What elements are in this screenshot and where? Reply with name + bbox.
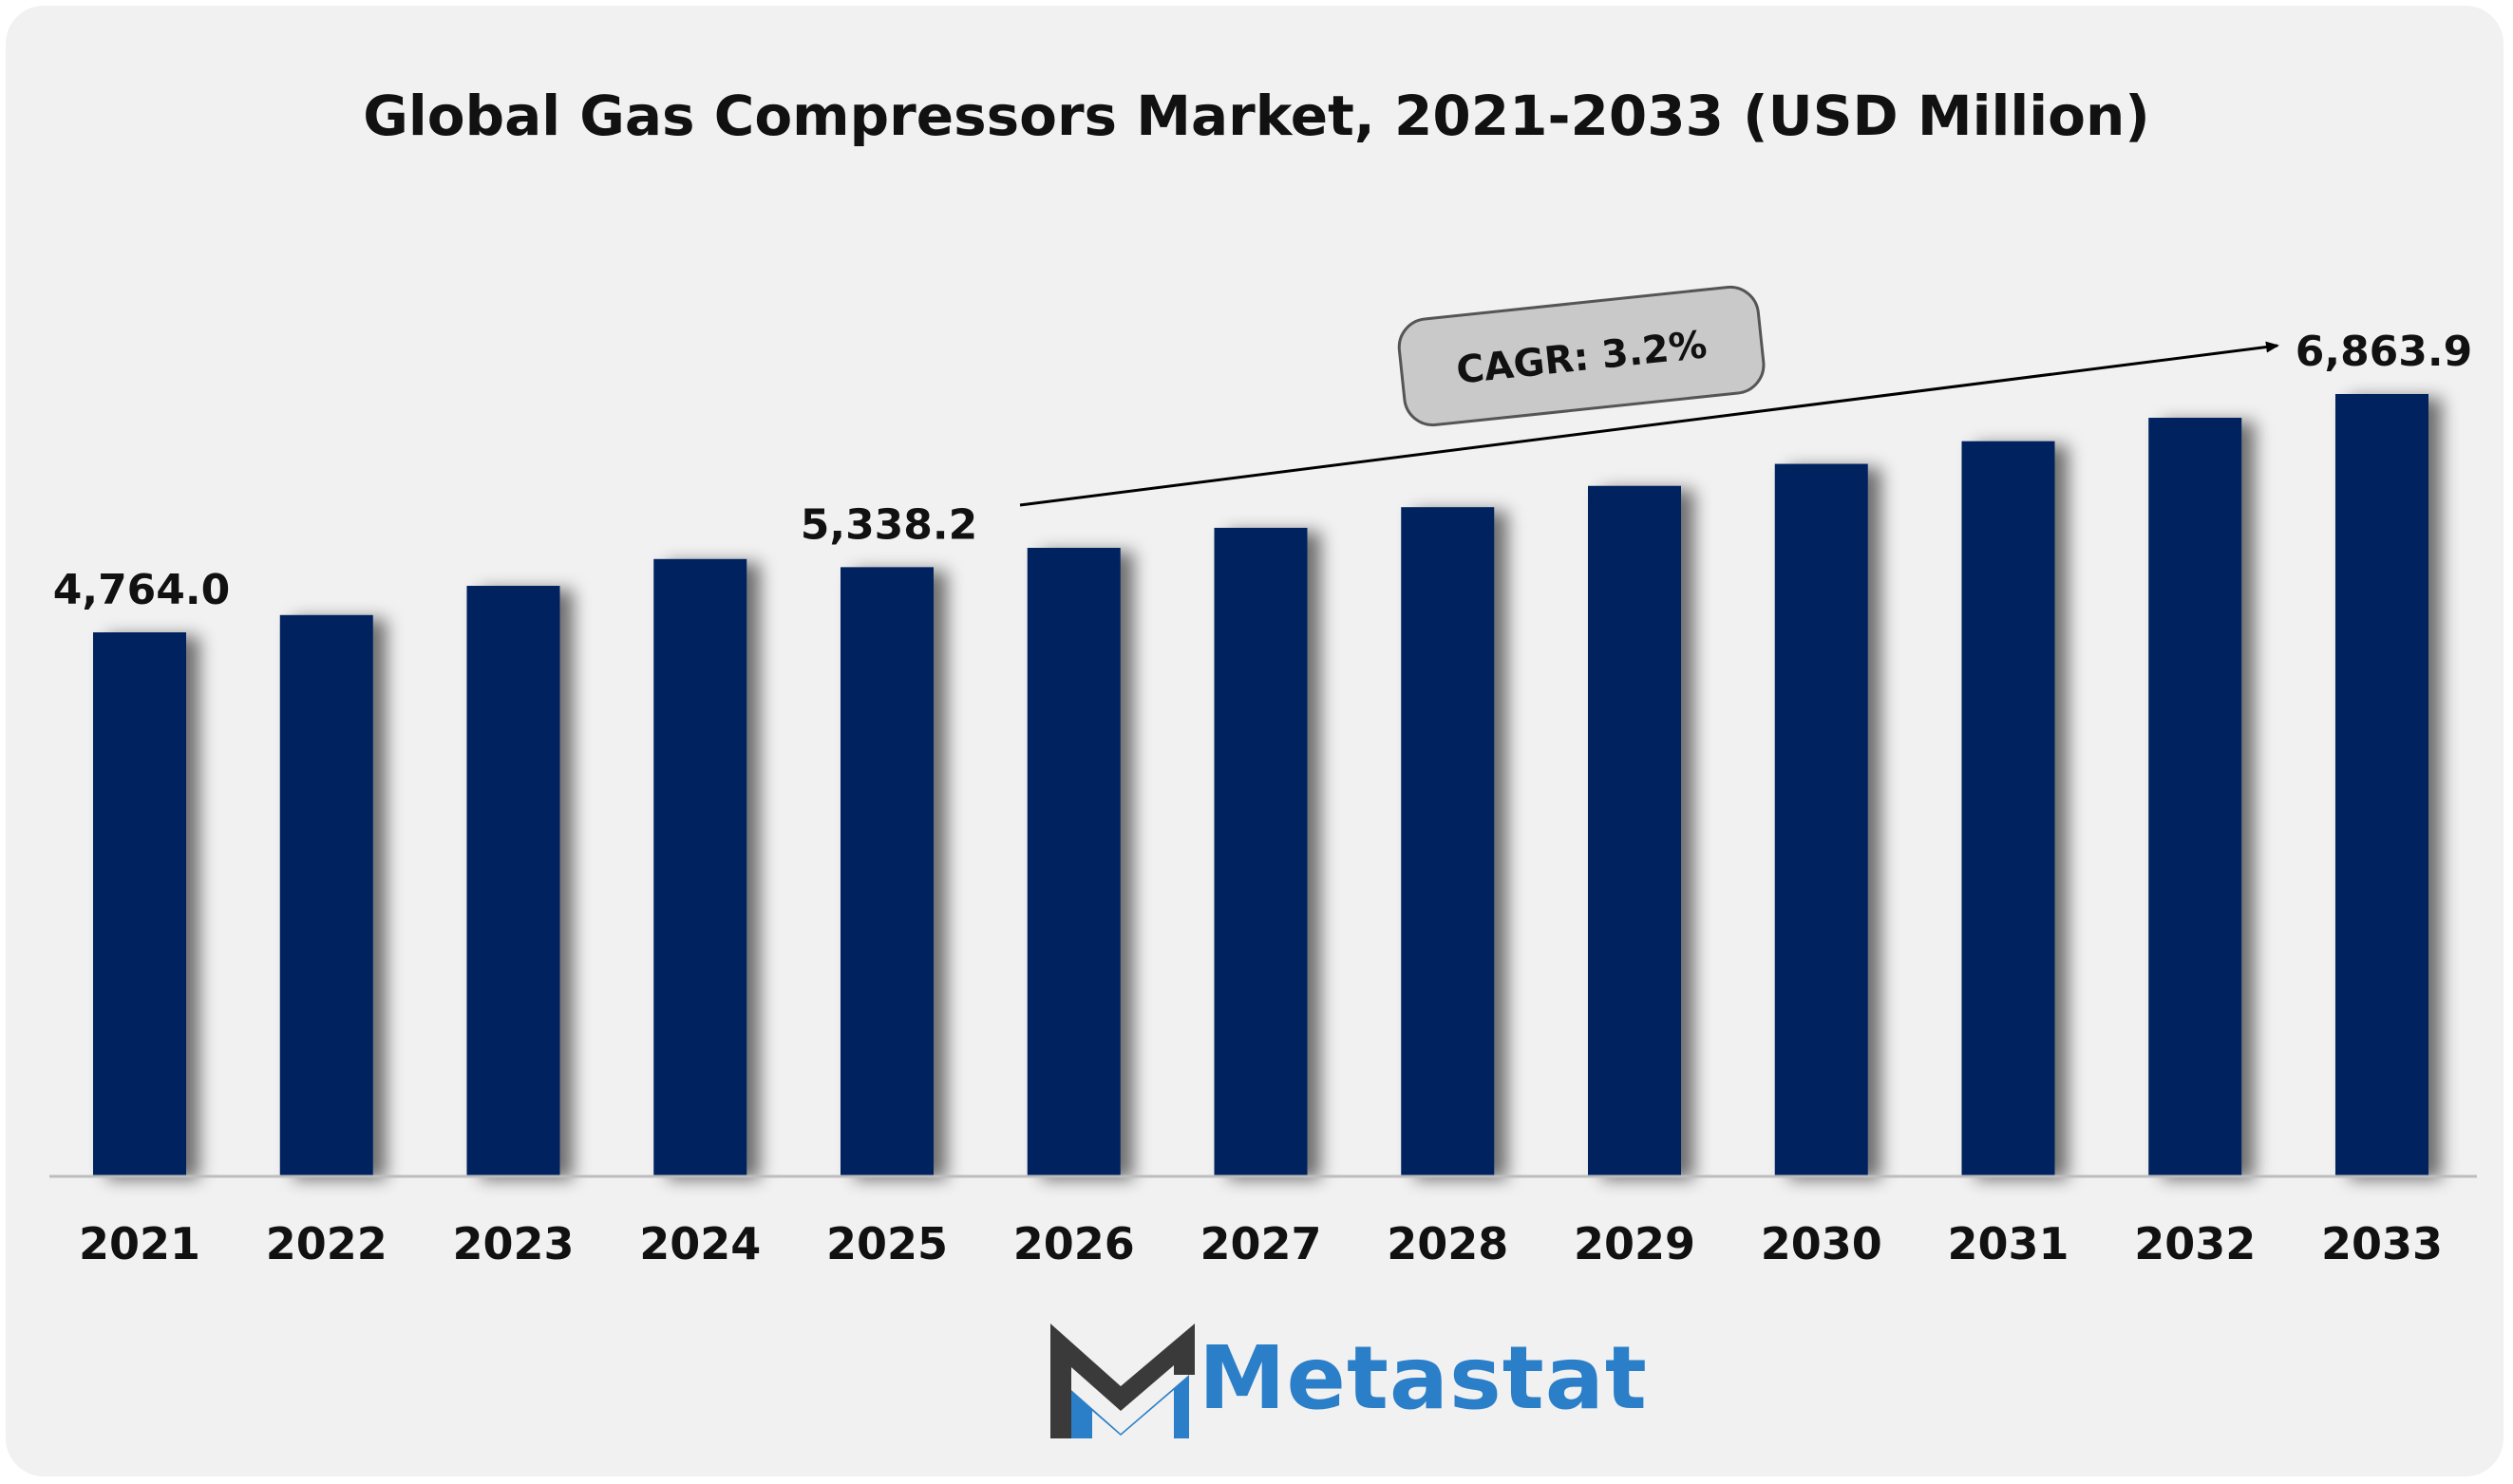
bars-layer bbox=[93, 394, 2428, 1175]
x-tick-label-2030: 2030 bbox=[1761, 1218, 1882, 1269]
x-tick-label-2031: 2031 bbox=[1947, 1218, 2069, 1269]
bar-2026 bbox=[1027, 547, 1121, 1175]
bar-2022 bbox=[279, 614, 373, 1175]
x-tick-label-2021: 2021 bbox=[79, 1218, 200, 1269]
x-tick-label-2024: 2024 bbox=[639, 1218, 761, 1269]
x-tick-label-2025: 2025 bbox=[826, 1218, 948, 1269]
bar-2033 bbox=[2335, 394, 2428, 1175]
bar-2030 bbox=[1774, 463, 1868, 1175]
data-label-2021: 4,764.0 bbox=[53, 566, 231, 614]
cagr-arrow bbox=[1019, 341, 2279, 507]
x-tick-label-2032: 2032 bbox=[2134, 1218, 2256, 1269]
x-tick-label-2028: 2028 bbox=[1387, 1218, 1508, 1269]
bar-2032 bbox=[2148, 418, 2242, 1175]
bar-2029 bbox=[1588, 485, 1681, 1175]
metastat-logo-icon bbox=[1050, 1324, 1195, 1438]
x-tick-label-2026: 2026 bbox=[1013, 1218, 1135, 1269]
bar-2027 bbox=[1214, 527, 1308, 1175]
bar-2024 bbox=[653, 558, 747, 1175]
x-tick-labels: 2021 2022 2023 2024 2025 2026 2027 2028 2029 2030… bbox=[79, 1218, 2443, 1269]
cagr-badge: CAGR: 3.2% bbox=[1397, 285, 1766, 427]
bar-2021 bbox=[93, 632, 186, 1175]
data-label-2033: 6,863.9 bbox=[2296, 328, 2473, 376]
bar-2025 bbox=[841, 567, 934, 1175]
chart-title: Global Gas Compressors Market, 2021-2033… bbox=[363, 84, 2150, 148]
bar-2023 bbox=[466, 586, 560, 1175]
x-tick-label-2023: 2023 bbox=[452, 1218, 574, 1269]
x-tick-label-2033: 2033 bbox=[2321, 1218, 2443, 1269]
x-tick-label-2022: 2022 bbox=[266, 1218, 387, 1269]
bar-2028 bbox=[1401, 507, 1495, 1175]
x-tick-label-2029: 2029 bbox=[1574, 1218, 1695, 1269]
data-label-2025: 5,338.2 bbox=[801, 500, 978, 549]
x-tick-label-2027: 2027 bbox=[1200, 1218, 1321, 1269]
brand-name: Metastat bbox=[1199, 1327, 1648, 1429]
data-labels: 4,764.0 5,338.2 6,863.9 bbox=[53, 328, 2473, 614]
bar-2031 bbox=[1961, 441, 2055, 1175]
